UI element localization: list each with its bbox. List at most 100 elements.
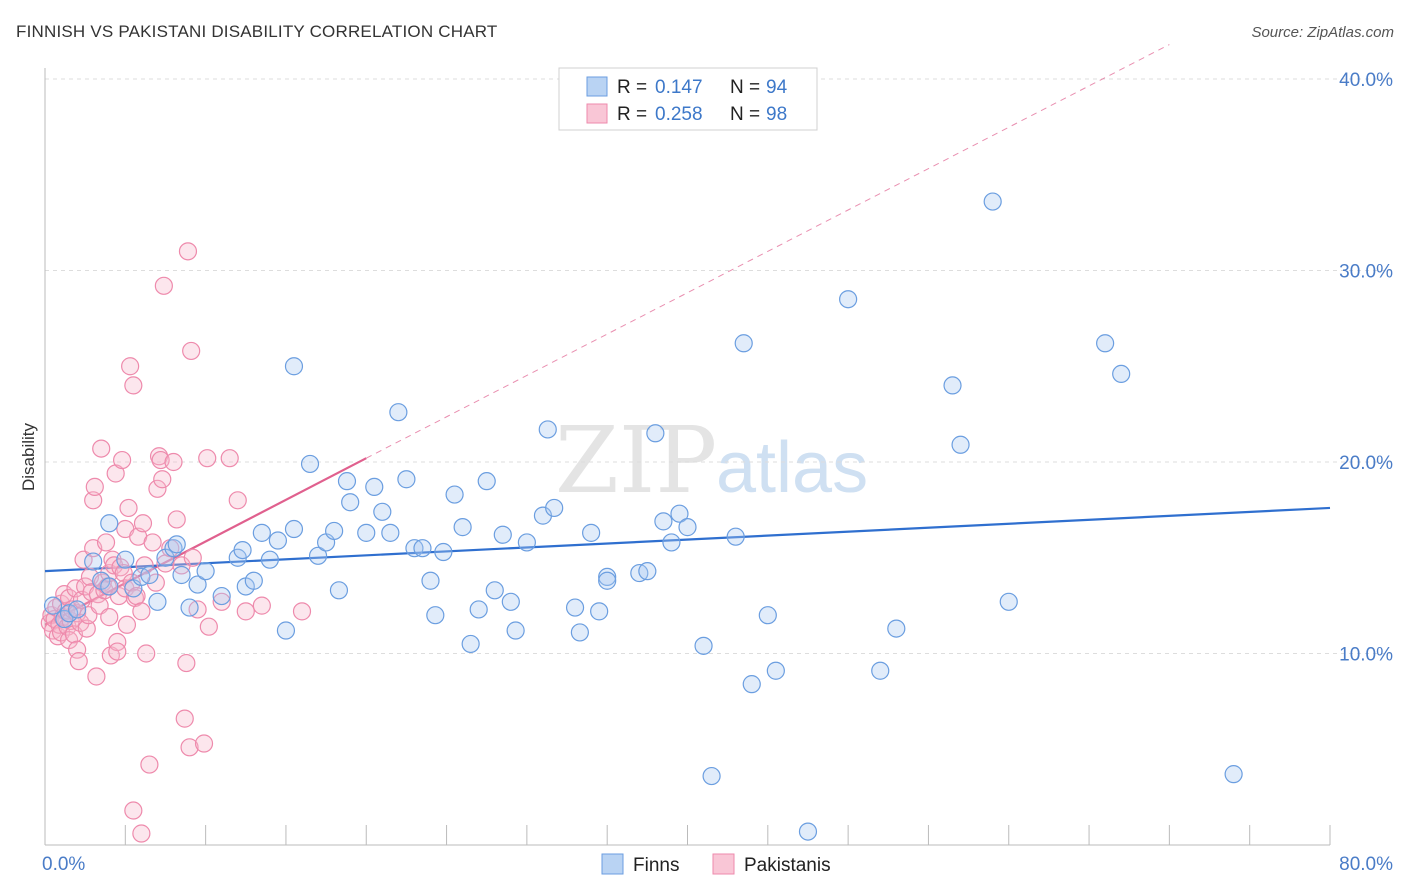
finns-point — [148, 592, 167, 611]
regression-lines — [44, 44, 1331, 626]
pakistanis-point — [153, 470, 172, 489]
finns-point — [68, 600, 87, 619]
finns-point — [839, 290, 858, 309]
finns-point — [943, 376, 962, 395]
finns-point — [742, 675, 761, 694]
data-points — [40, 192, 1243, 843]
pakistanis-point — [140, 755, 159, 774]
finns-point — [798, 822, 818, 841]
pakistanis-point — [154, 276, 173, 295]
pakistanis-point — [132, 602, 151, 621]
finns-point — [1112, 364, 1131, 384]
pakistanis-point — [124, 801, 143, 820]
finns-point — [233, 540, 252, 560]
y-tick-label: 40.0% — [1339, 70, 1393, 91]
finns-point — [734, 334, 753, 353]
pakistanis-point — [108, 632, 127, 652]
pakistanis-point — [104, 556, 124, 575]
pakistanis-point — [77, 619, 96, 638]
pakistanis-point — [183, 548, 202, 567]
finns-point — [244, 571, 263, 590]
tick-labels: 10.0% 20.0% 30.0% 40.0% 0.0% 80.0% — [42, 70, 1393, 875]
bottom-legend-label-pakistanis: Pakistanis — [744, 855, 831, 876]
finns-point — [694, 636, 713, 655]
legend-r-label-pakistanis: R = — [617, 104, 647, 125]
finns-point — [381, 523, 400, 542]
pakistanis-point — [175, 709, 194, 728]
finns-point — [565, 598, 585, 617]
pakistanis-point — [132, 824, 151, 843]
pakistanis-point — [198, 449, 217, 468]
finns-point — [341, 493, 360, 512]
finns-point — [140, 565, 159, 585]
finns-point — [196, 562, 215, 581]
pakistanis-point — [292, 602, 312, 621]
pakistanis-point — [92, 439, 111, 458]
pakistanis-point — [133, 514, 153, 533]
legend-n-label-finns: N = — [730, 77, 760, 98]
finns-point — [477, 472, 496, 491]
x-tick-label: 0.0% — [42, 854, 85, 875]
pakistanis-point — [124, 376, 143, 395]
pakistanis-point — [68, 640, 87, 659]
pakistanis-point — [182, 341, 201, 361]
finns-point — [871, 661, 890, 680]
finns-point — [758, 606, 777, 625]
finns-point — [461, 634, 480, 654]
legend-r-value-finns: 0.147 — [655, 77, 703, 98]
chart-title: FINNISH VS PAKISTANI DISABILITY CORRELAT… — [16, 22, 498, 41]
finns-point — [662, 533, 681, 552]
pakistanis-point — [137, 644, 156, 663]
finns-point — [276, 621, 296, 640]
pakistanis-point — [212, 592, 231, 611]
axes — [44, 68, 1331, 846]
pakistanis-point — [180, 738, 199, 757]
finns-point — [517, 533, 536, 552]
pakistanis-point — [87, 667, 106, 686]
finns-point — [887, 619, 906, 638]
legend-r-value-pakistanis: 0.258 — [655, 104, 703, 125]
pakistanis-point — [252, 596, 271, 615]
legend-swatch-pakistanis — [586, 103, 608, 124]
chart-source: Source: ZipAtlas.com — [1251, 24, 1394, 41]
finns-point — [501, 592, 520, 611]
y-tick-label: 30.0% — [1339, 262, 1393, 283]
pakistanis-point — [164, 452, 183, 472]
finns-point — [678, 518, 697, 537]
finns-point — [337, 472, 357, 491]
legend-n-label-pakistanis: N = — [730, 104, 760, 125]
finns-point — [100, 577, 119, 596]
finns-point — [43, 596, 63, 615]
finns-point — [325, 521, 344, 541]
pakistanis-point — [148, 479, 167, 498]
finns-point — [188, 575, 207, 594]
legend-n-value-pakistanis: 98 — [766, 104, 787, 125]
bottom-legend-swatch-pakistanis — [712, 853, 735, 875]
finns-trend-line — [44, 506, 1331, 573]
finns-point — [252, 523, 271, 542]
y-tick-label: 10.0% — [1339, 645, 1393, 666]
finns-point — [545, 498, 564, 518]
finns-point — [1096, 334, 1115, 353]
grid-lines — [45, 78, 1392, 654]
pakistanis-point — [228, 491, 247, 510]
finns-point — [100, 514, 119, 533]
pakistanis-point — [177, 653, 196, 673]
bottom-legend-label-finns: Finns — [633, 855, 679, 876]
finns-point — [365, 477, 384, 496]
finns-point — [389, 403, 408, 422]
watermark-atlas: atlas — [716, 428, 868, 508]
pakistanis-point — [194, 734, 214, 753]
finns-point — [999, 592, 1018, 611]
pakistanis-point — [119, 498, 138, 518]
x-tick-label: 80.0% — [1339, 854, 1393, 875]
finns-point — [413, 539, 432, 558]
finns-point — [570, 623, 589, 642]
finns-point — [951, 435, 970, 454]
finns-point — [180, 598, 199, 617]
finns-point — [167, 535, 186, 554]
y-tick-label: 20.0% — [1339, 453, 1393, 474]
finns-point — [766, 661, 785, 680]
pakistanis-point — [220, 449, 239, 468]
finns-point — [421, 571, 440, 590]
